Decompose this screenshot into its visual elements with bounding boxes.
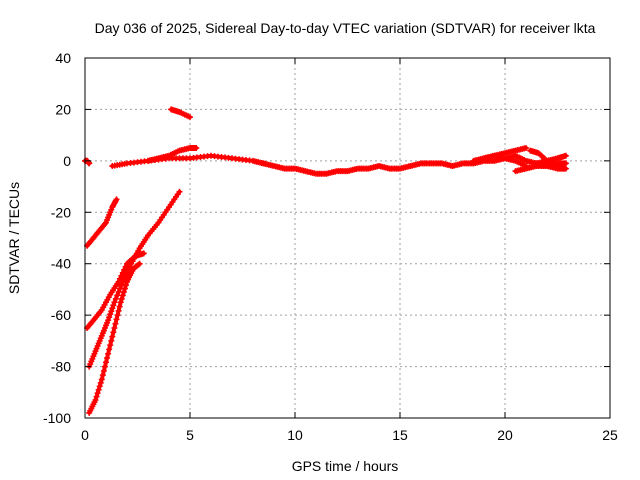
data-point — [114, 312, 121, 319]
data-point — [114, 292, 121, 299]
data-point — [560, 165, 567, 172]
data-point — [187, 114, 193, 121]
x-tick-label: 25 — [602, 427, 618, 443]
series-arc-d — [86, 260, 143, 416]
data-point — [93, 393, 100, 400]
data-point — [176, 188, 183, 195]
series-arc-start-dot — [82, 157, 93, 167]
data-point — [116, 303, 123, 310]
series-arc-c — [86, 188, 183, 370]
data-point — [86, 160, 93, 167]
y-tick-label: -100 — [43, 410, 71, 426]
data-point — [108, 308, 115, 315]
data-point — [523, 145, 529, 151]
data-point — [115, 289, 122, 295]
data-point — [108, 337, 115, 344]
data-point — [140, 250, 147, 257]
data-point — [562, 152, 569, 159]
data-point — [136, 260, 143, 267]
data-point — [106, 314, 113, 321]
data-point — [121, 285, 128, 292]
data-point — [117, 299, 124, 306]
tick-layer: 0 5 10 15 20 25 -100 -80 -60 -40 -20 0 20 40 — [43, 50, 618, 443]
chart-title: Day 036 of 2025, Sidereal Day-to-day VTE… — [95, 20, 596, 36]
y-tick-label: -60 — [51, 307, 71, 323]
data-point — [120, 289, 127, 295]
data-point — [94, 390, 101, 397]
data-point — [109, 333, 116, 340]
data-point — [113, 316, 120, 323]
data-point — [105, 317, 112, 324]
series-arc-l — [533, 152, 569, 167]
data-point — [118, 295, 125, 302]
data-point — [562, 160, 569, 167]
x-axis-title: GPS time / hours — [292, 458, 399, 474]
x-tick-label: 5 — [186, 427, 194, 443]
data-point — [96, 383, 103, 390]
data-point — [193, 145, 200, 151]
x-tick-label: 0 — [81, 427, 89, 443]
y-tick-label: 40 — [55, 50, 71, 66]
data-point — [101, 363, 108, 370]
data-point — [119, 292, 126, 299]
data-layer — [82, 106, 569, 416]
data-point — [100, 367, 107, 374]
data-point — [135, 261, 142, 268]
series-arc-e — [168, 106, 193, 121]
y-tick-label: -80 — [51, 359, 71, 375]
data-point — [107, 342, 114, 349]
data-point — [111, 299, 118, 306]
plot-frame — [84, 57, 611, 419]
data-point — [95, 386, 102, 393]
data-point — [112, 295, 119, 302]
data-point — [99, 372, 106, 379]
data-point — [98, 376, 105, 383]
data-point — [110, 302, 117, 309]
series-arc-j — [481, 145, 529, 162]
y-axis-title: SDTVAR / TECUs — [6, 182, 22, 294]
data-point — [115, 307, 122, 314]
series-line — [87, 189, 182, 369]
data-point — [92, 397, 99, 403]
data-point — [122, 282, 129, 289]
y-tick-label: 20 — [55, 101, 71, 117]
data-point — [104, 355, 111, 361]
x-tick-label: 10 — [287, 427, 303, 443]
series-arc-a — [84, 196, 120, 249]
series-arc-h — [260, 152, 569, 177]
series-arc-m — [512, 160, 569, 175]
data-point — [109, 305, 116, 312]
grid-layer — [85, 58, 610, 418]
series-arc-g — [145, 152, 267, 167]
y-tick-label: 0 — [63, 153, 71, 169]
data-point — [107, 311, 114, 318]
data-point — [106, 346, 113, 353]
data-point — [112, 320, 119, 327]
y-tick-label: -40 — [51, 256, 71, 272]
data-point — [103, 359, 109, 366]
data-point — [97, 379, 104, 386]
data-point — [110, 329, 117, 336]
data-point — [105, 350, 112, 357]
x-tick-label: 20 — [497, 427, 513, 443]
x-tick-label: 15 — [392, 427, 408, 443]
y-tick-label: -20 — [51, 204, 71, 220]
data-point — [113, 196, 120, 203]
data-point — [111, 325, 118, 331]
